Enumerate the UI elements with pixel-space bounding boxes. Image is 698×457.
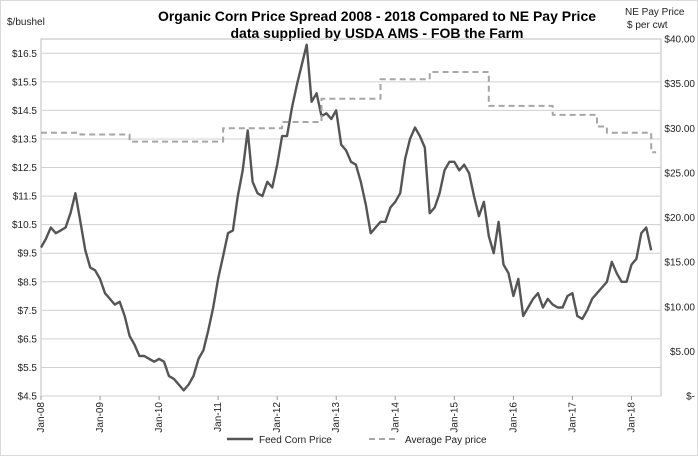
series-pay-price-line — [41, 71, 657, 154]
x-tick-label: Jan-17 — [567, 402, 578, 433]
left-axis-title: $/bushel — [7, 17, 45, 28]
x-tick-label: Jan-15 — [449, 402, 460, 433]
x-tick-label: Jan-08 — [36, 402, 47, 433]
legend: Feed Corn Price Average Pay price — [227, 435, 487, 446]
right-tick-label: $- — [686, 392, 695, 403]
x-tick-label: Jan-10 — [154, 402, 165, 433]
left-tick-label: $8.5 — [18, 277, 38, 288]
x-tick-label: Jan-11 — [213, 402, 224, 432]
right-tick-label: $30.00 — [664, 124, 695, 135]
x-tick-label: Jan-09 — [95, 402, 106, 433]
x-tick-label: Jan-16 — [508, 402, 519, 433]
right-tick-label: $5.00 — [670, 347, 695, 358]
right-axis-title-line1: NE Pay Price — [625, 7, 685, 18]
left-tick-label: $5.5 — [18, 363, 38, 374]
right-tick-label: $20.00 — [664, 213, 695, 224]
chart-title: Organic Corn Price Spread 2008 - 2018 Co… — [158, 8, 596, 24]
left-tick-label: $14.5 — [12, 106, 37, 117]
left-tick-label: $9.5 — [18, 249, 38, 260]
left-axis-ticks: $4.5 $5.5 $6.5 $7.5 $8.5 $9.5 $10.5 $11.5 $12.5 $… — [12, 49, 37, 403]
left-tick-label: $12.5 — [12, 163, 37, 174]
legend-label-feed-corn: Feed Corn Price — [259, 435, 332, 446]
right-tick-label: $35.00 — [664, 79, 695, 90]
left-tick-label: $15.5 — [12, 77, 37, 88]
right-tick-label: $40.00 — [664, 35, 695, 46]
series-feed-corn-line — [39, 43, 653, 392]
legend-label-pay-price: Average Pay price — [405, 435, 487, 446]
x-tick-label: Jan-18 — [626, 402, 637, 433]
x-tick-label: Jan-13 — [331, 402, 342, 433]
left-tick-label: $11.5 — [13, 192, 38, 203]
right-axis-title-line2: $ per cwt — [627, 20, 668, 31]
left-tick-label: $13.5 — [12, 134, 37, 145]
right-tick-label: $25.00 — [664, 168, 695, 179]
x-axis-ticks: Jan-08 Jan-09 Jan-10 Jan-11 Jan-12 Jan-13 Jan-… — [36, 396, 637, 433]
chart-subtitle: data supplied by USDA AMS - FOB the Farm — [231, 25, 524, 41]
left-tick-label: $7.5 — [18, 306, 38, 317]
gridlines — [40, 38, 662, 397]
left-tick-label: $6.5 — [18, 334, 38, 345]
right-tick-label: $10.00 — [664, 302, 695, 313]
x-tick-label: Jan-12 — [272, 402, 283, 433]
series-lines — [39, 43, 657, 392]
left-tick-label: $16.5 — [12, 49, 37, 60]
right-tick-label: $15.00 — [664, 258, 695, 269]
left-tick-label: $10.5 — [12, 220, 37, 231]
right-axis-ticks: $- $5.00 $10.00 $15.00 $20.00 $25.00 $30.00 $35… — [664, 35, 695, 403]
left-tick-label: $4.5 — [18, 392, 38, 403]
x-tick-label: Jan-14 — [390, 402, 401, 433]
